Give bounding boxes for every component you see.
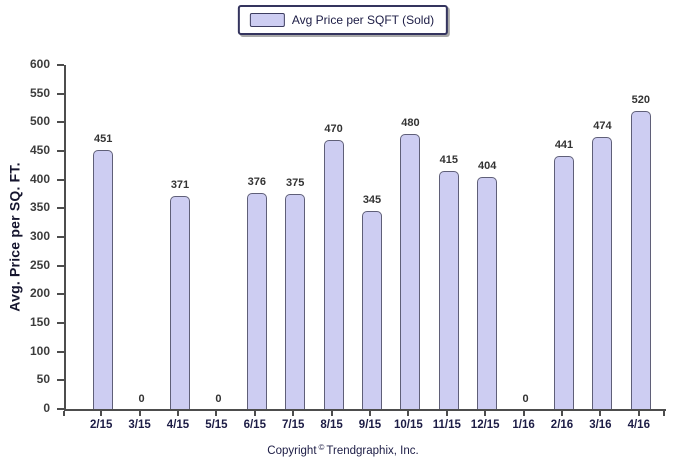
- bar-value-label: 474: [593, 120, 612, 132]
- y-tick-label: 200: [29, 286, 50, 301]
- bar: [477, 177, 498, 409]
- x-tick-label: 11/15: [432, 419, 461, 431]
- x-tick-mark: [599, 411, 602, 416]
- y-tick-mark: [57, 121, 64, 124]
- bar-value-label: 376: [247, 176, 266, 188]
- bar-value-label: 375: [286, 177, 305, 189]
- x-tick-mark: [407, 411, 410, 416]
- y-tick-mark: [57, 178, 64, 181]
- x-tick-mark: [522, 411, 525, 416]
- bar-value-label: 371: [170, 179, 190, 191]
- x-tick-mark: [330, 411, 333, 416]
- y-tick-label: 500: [29, 114, 50, 129]
- bars-layer: 451 0 371 0 376 375 470 345 480 415 404 0 441 474 520: [66, 65, 666, 409]
- x-tick-mark: [663, 411, 665, 416]
- x-tick-label: 8/15: [320, 419, 343, 431]
- x-tick-label: 10/15: [394, 419, 423, 431]
- y-tick-label: 150: [29, 315, 50, 329]
- bar-value-label: 345: [362, 194, 382, 206]
- x-tick-label: 7/15: [281, 419, 305, 431]
- bar: [554, 156, 574, 409]
- x-tick-mark: [484, 411, 487, 416]
- y-tick-mark: [57, 207, 64, 210]
- x-tick-label: 9/15: [358, 419, 382, 431]
- x-tick-mark: [445, 411, 448, 416]
- bar: [400, 134, 421, 409]
- x-tick-mark: [215, 411, 218, 416]
- y-tick-mark: [57, 264, 64, 267]
- x-tick-label: 12/15: [470, 419, 500, 431]
- plot-area: 451 0 371 0 376 375 470 345 480 415 404 0 441 474 520: [64, 65, 666, 411]
- x-tick-mark: [100, 411, 103, 416]
- y-tick-label: 250: [29, 257, 50, 272]
- bar-value-label: 451: [94, 133, 113, 145]
- y-tick-label: 600: [29, 57, 50, 71]
- x-tick-mark: [369, 411, 371, 416]
- bar-value-label: 0: [522, 393, 529, 405]
- bar: [246, 193, 267, 409]
- bar-value-label: 520: [631, 94, 650, 106]
- x-tick-mark: [138, 411, 141, 416]
- y-tick-mark: [57, 322, 64, 324]
- copyright-icon: ©: [318, 443, 325, 452]
- y-tick-label: 300: [29, 229, 50, 243]
- y-tick-mark: [57, 408, 64, 410]
- legend-label: Avg Price per SQFT (Sold): [291, 13, 435, 27]
- bar: [323, 140, 344, 409]
- x-tick-label: 2/15: [89, 419, 113, 431]
- y-tick-label: 400: [29, 171, 50, 186]
- y-tick-label: 450: [29, 143, 50, 157]
- x-tick-label: 1/16: [512, 419, 535, 431]
- x-tick-label: 6/15: [243, 419, 266, 431]
- bar-value-label: 415: [439, 154, 458, 166]
- bar: [93, 150, 114, 409]
- x-tick-mark: [177, 411, 179, 416]
- legend-swatch-icon: [249, 13, 285, 27]
- bar-value-label: 480: [401, 117, 420, 129]
- x-tick-mark: [561, 411, 563, 416]
- bar: [438, 171, 459, 409]
- bar: [170, 196, 190, 409]
- x-tick-mark: [253, 411, 256, 416]
- y-tick-label: 0: [43, 401, 50, 415]
- bar-value-label: 404: [478, 160, 497, 172]
- x-tick-mark: [292, 411, 295, 416]
- y-tick-mark: [57, 293, 64, 296]
- x-tick-label: 4/15: [166, 419, 190, 431]
- y-tick-label: 350: [29, 200, 50, 215]
- bar: [285, 194, 306, 409]
- chart-legend: Avg Price per SQFT (Sold): [237, 5, 449, 35]
- bar: [362, 211, 382, 409]
- y-tick-label: 50: [36, 372, 50, 387]
- bar-value-label: 470: [324, 123, 343, 135]
- x-tick-mark: [63, 411, 65, 416]
- y-tick-label: 100: [29, 343, 50, 358]
- y-tick-mark: [57, 236, 64, 238]
- y-tick-mark: [57, 150, 64, 152]
- bar: [592, 137, 613, 409]
- y-tick-label: 550: [29, 85, 50, 100]
- bar-value-label: 0: [215, 393, 222, 405]
- x-tick-label: 4/16: [627, 419, 650, 431]
- y-tick-mark: [57, 64, 64, 66]
- copyright-text: Copyright © Trendgraphix, Inc.: [267, 443, 419, 457]
- bar: [630, 111, 651, 409]
- y-tick-mark: [57, 350, 64, 353]
- bar-value-label: 441: [554, 139, 574, 151]
- y-tick-mark: [57, 92, 64, 95]
- bar-value-label: 0: [138, 393, 145, 405]
- x-tick-label: 3/15: [128, 419, 151, 431]
- y-tick-mark: [57, 379, 64, 382]
- x-tick-mark: [637, 411, 640, 416]
- x-tick-label: 3/16: [589, 419, 612, 431]
- x-tick-label: 2/16: [550, 419, 574, 431]
- x-tick-label: 5/15: [205, 419, 228, 431]
